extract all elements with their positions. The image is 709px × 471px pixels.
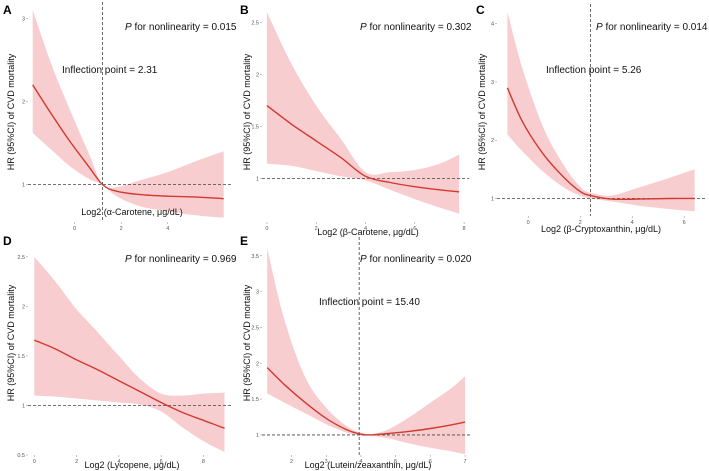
hr-curve (266, 367, 466, 436)
inflection-point-label: Inflection point = 2.31 (62, 65, 158, 76)
x-tick-label: 7 (464, 459, 467, 465)
x-axis-label: Log2 (β-Carotene, μg/dL) (317, 227, 418, 237)
x-tick-label: 6 (429, 459, 432, 465)
panel-e: 2 3 4 5 6 7 1 1.5 2 2.5 3 3.5 E HR (95%CI) of CVD m… (240, 234, 472, 470)
x-tick-label: 2 (75, 459, 78, 465)
y-tick-label: 2.5 (251, 20, 259, 26)
y-tick-label: 1 (22, 403, 25, 409)
hr-curve (34, 339, 225, 429)
p-nonlinearity-text: P for nonlinearity = 0.302 (360, 22, 472, 33)
x-tick-label: 4 (117, 459, 120, 465)
y-tick-label: 3 (22, 16, 25, 22)
x-tick-label: 4 (364, 226, 367, 232)
x-tick-label: 0 (527, 220, 530, 226)
y-tick-label: 2.5 (17, 255, 25, 261)
x-axis-label: Log2 (Lycopene, μg/dL) (85, 460, 180, 470)
y-tick-label: 4 (491, 22, 494, 28)
y-axis-label: HR (95%CI) of CVD mortality (242, 53, 252, 170)
hr-curve (32, 84, 224, 200)
panel-letter: E (240, 234, 248, 248)
x-tick-label: 0 (33, 459, 36, 465)
confidence-band (34, 256, 225, 452)
x-axis-label: Log2 (β-Cryptoxanthin, μg/dL) (541, 224, 661, 234)
y-axis-label: HR (95%CI) of CVD mortality (242, 284, 252, 401)
hr-curve (266, 105, 460, 193)
p-nonlinearity-text: P for nonlinearity = 0.969 (125, 254, 237, 265)
y-tick-label: 2 (256, 72, 259, 78)
y-axis-label: HR (95%CI) of CVD mortality (6, 284, 16, 401)
y-tick-label: 2 (256, 361, 259, 367)
x-tick-label: 4 (631, 220, 634, 226)
y-tick-label: 3 (491, 80, 494, 86)
panel-a: 0 2 4 1 2 3 A HR (95%CI) of CVD mortality Log… (3, 2, 237, 232)
y-axis-label: HR (95%CI) of CVD mortality (6, 53, 16, 170)
x-axis-label: Log2 (α-Carotene, μg/dL) (81, 207, 182, 217)
y-tick-label: 1.5 (17, 354, 25, 360)
panel-letter: C (476, 3, 485, 17)
x-tick-label: 6 (160, 459, 163, 465)
inflection-point-label: Inflection point = 5.26 (546, 65, 642, 76)
y-tick-label: 1 (256, 433, 259, 439)
hr-curve (506, 87, 695, 201)
y-tick-label: 2 (491, 138, 494, 144)
panel-d: 0 2 4 6 8 0.5 1 1.5 2 2.5 D HR (95%CI) of CVD mor… (3, 234, 237, 470)
x-tick-label: 4 (166, 226, 169, 232)
y-tick-label: 2 (22, 304, 25, 310)
confidence-band (267, 248, 466, 455)
panel-b: 0 2 4 6 8 1 1.5 2 2.5 B HR (95%CI) of CVD mortal… (240, 3, 472, 237)
x-tick-label: 2 (290, 459, 293, 465)
x-tick-label: 3 (325, 459, 328, 465)
x-tick-label: 2 (315, 226, 318, 232)
panel-letter: D (3, 234, 12, 248)
y-tick-label: 1 (256, 176, 259, 182)
x-tick-label: 2 (120, 226, 123, 232)
panel-letter: A (3, 3, 12, 17)
x-tick-label: 8 (463, 226, 466, 232)
confidence-band (507, 12, 695, 212)
panel-letter: B (240, 3, 249, 17)
x-tick-label: 2 (579, 220, 582, 226)
x-tick-label: 8 (202, 459, 205, 465)
y-axis-label: HR (95%CI) of CVD mortality (477, 53, 487, 170)
y-tick-label: 2 (22, 99, 25, 105)
y-tick-label: 1 (491, 197, 494, 203)
inflection-point-label: Inflection point = 15.40 (319, 297, 420, 308)
y-tick-label: 3 (256, 290, 259, 296)
p-nonlinearity-text: P for nonlinearity = 0.014 (596, 22, 708, 33)
x-tick-label: 6 (683, 220, 686, 226)
confidence-band (32, 10, 224, 218)
y-tick-label: 3.5 (251, 254, 259, 260)
x-axis-label: Log2 (Lutein/zeaxanthin, μg/dL) (305, 460, 432, 470)
x-tick-label: 4 (359, 459, 362, 465)
x-tick-label: 0 (73, 226, 76, 232)
p-nonlinearity-text: P for nonlinearity = 0.015 (125, 22, 237, 33)
p-nonlinearity-text: P for nonlinearity = 0.020 (360, 254, 472, 265)
x-tick-label: 6 (413, 226, 416, 232)
x-tick-label: 5 (394, 459, 397, 465)
y-tick-label: 2.5 (251, 325, 259, 331)
x-tick-label: 0 (265, 226, 268, 232)
y-tick-label: 1.5 (251, 124, 259, 130)
y-tick-label: 1.5 (251, 397, 259, 403)
panel-c: 0 2 4 6 1 2 3 4 C HR (95%CI) of CVD mortality L… (476, 3, 708, 234)
confidence-band (266, 12, 460, 214)
y-tick-label: 1 (22, 183, 25, 189)
y-tick-label: 0.5 (17, 453, 25, 459)
